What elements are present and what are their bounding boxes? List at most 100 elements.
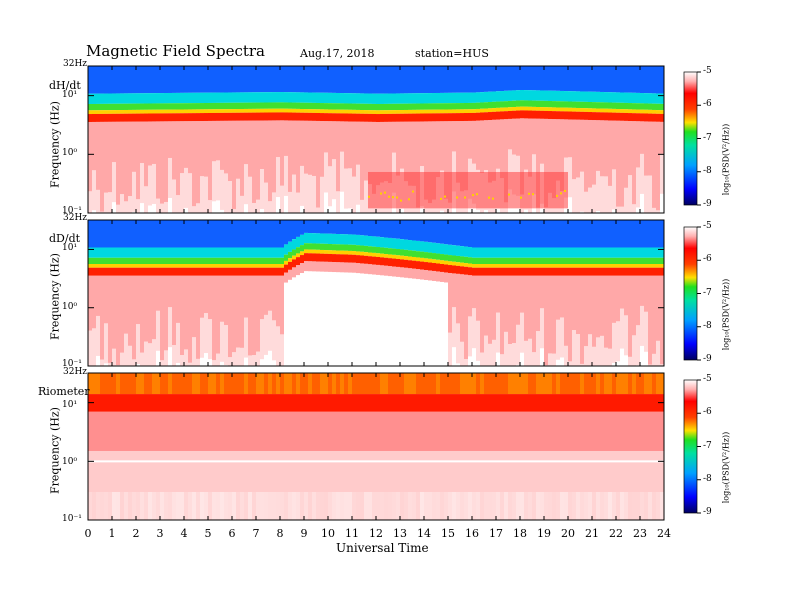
spectrogram-cell: [164, 492, 168, 520]
spectrogram-cell: [560, 90, 564, 102]
spectrogram-cell: [500, 450, 504, 493]
spectrogram-cell: [200, 109, 204, 114]
spectrogram-cell: [460, 109, 464, 114]
spectrogram-cell: [192, 450, 196, 493]
spectrogram-cell: [612, 102, 616, 109]
spectrogram-cell: [128, 247, 132, 258]
spectrogram-cell: [124, 109, 128, 114]
spectrogram-cell: [652, 207, 656, 213]
spectrogram-cell: [468, 112, 472, 121]
spectrogram-cell: [644, 93, 648, 104]
spectrogram-cell: [324, 243, 328, 251]
spectrogram-cell: [448, 113, 452, 122]
spectrogram-cell: [88, 492, 92, 520]
spectrogram-cell: [568, 275, 572, 362]
spectrogram-cell: [212, 247, 216, 258]
y-tick-label: 10⁻¹: [62, 206, 82, 216]
spectrogram-cell: [656, 110, 660, 114]
spectrogram-cell: [280, 108, 284, 113]
spectrogram-cell: [408, 256, 412, 261]
spectrogram-cell: [552, 171, 556, 209]
spectrogram-cell: [268, 257, 272, 265]
spectrogram-cell: [196, 257, 200, 265]
spectrogram-cell: [496, 373, 500, 395]
spectrogram-cell: [604, 450, 608, 493]
spectrogram-cell: [572, 107, 576, 112]
spectrogram-cell: [388, 258, 392, 267]
spectrogram-cell: [92, 110, 96, 114]
spectrogram-cell: [620, 120, 624, 207]
colorbar-tick-label: -9: [703, 199, 712, 209]
spectrogram-cell: [620, 112, 624, 121]
spectrogram-cell: [200, 492, 204, 520]
spectrogram-cell: [104, 450, 108, 493]
spectrogram-cell: [612, 120, 616, 170]
spectrogram-cell: [292, 259, 296, 268]
spectrogram-cell: [476, 373, 480, 395]
spectrogram-cell: [648, 364, 652, 366]
spectrogram-cell: [344, 103, 348, 110]
spectrogram-cell: [568, 257, 572, 265]
spectrogram-cell: [584, 247, 588, 258]
spectrogram-cell: [184, 113, 188, 122]
spectrogram-cell: [300, 120, 304, 166]
spectrogram-cell: [196, 358, 200, 366]
spectrogram-cell: [400, 394, 404, 412]
spectrogram-cell: [600, 66, 604, 92]
spectrogram-cell: [592, 102, 596, 109]
spectrogram-cell: [472, 171, 476, 209]
spectrogram-cell: [364, 373, 368, 395]
spectrogram-cell: [128, 257, 132, 265]
spectrogram-cell: [428, 109, 432, 114]
spectrogram-cell: [600, 394, 604, 412]
spectrogram-cell: [212, 102, 216, 110]
spectrogram-cell: [276, 326, 280, 366]
spectrogram-cell: [412, 260, 416, 269]
spectrogram-cell: [260, 112, 264, 121]
colorbar-tick-label: -5: [703, 374, 712, 384]
spectrogram-cell: [248, 394, 252, 412]
spectrogram-cell: [416, 121, 420, 208]
spectrogram-cell: [660, 492, 664, 520]
spectrogram-cell: [588, 66, 592, 92]
spectrogram-cell: [584, 394, 588, 412]
spectrogram-cell: [160, 411, 164, 451]
spectrogram-cell: [124, 450, 128, 493]
spectrogram-cell: [444, 254, 448, 261]
spectrogram-cell: [216, 394, 220, 412]
spectrogram-cell: [456, 394, 460, 412]
spectrogram-cell: [288, 261, 292, 270]
spectrogram-cell: [544, 394, 548, 412]
panel-riometer: [87, 372, 665, 521]
spectrogram-cell: [312, 243, 316, 250]
spectrogram-cell: [532, 118, 536, 155]
spectrogram-cell: [272, 275, 276, 321]
spectrogram-cell: [288, 394, 292, 412]
spectrogram-cell: [332, 492, 336, 520]
spectrogram-cell: [308, 261, 312, 272]
spectrogram-cell: [160, 450, 164, 493]
spectrogram-cell: [532, 220, 536, 248]
spectrogram-cell: [536, 100, 540, 108]
spectrogram-cell: [252, 394, 256, 412]
spectrogram-cell: [116, 110, 120, 114]
spectrogram-cell: [552, 101, 556, 108]
spectrogram-cell: [96, 315, 100, 356]
spectrogram-cell: [632, 264, 636, 268]
spectrogram-cell: [128, 275, 132, 346]
spectrogram-cell: [100, 411, 104, 451]
spectrogram-cell: [112, 247, 116, 258]
spectrogram-cell: [256, 102, 260, 109]
spectrogram-cell: [644, 267, 648, 276]
spectrogram-cell: [536, 492, 540, 520]
spectrogram-cell: [548, 267, 552, 276]
spectrogram-cell: [544, 66, 548, 91]
spectrogram-cell: [632, 109, 636, 114]
spectrogram-cell: [124, 411, 128, 451]
spectrogram-cell: [568, 119, 572, 158]
spectrogram-cell: [460, 103, 464, 110]
spectrogram-cell: [460, 66, 464, 93]
spectrogram-cell: [600, 257, 604, 265]
spectrogram-cell: [300, 112, 304, 121]
spectrogram-cell: [352, 93, 356, 104]
